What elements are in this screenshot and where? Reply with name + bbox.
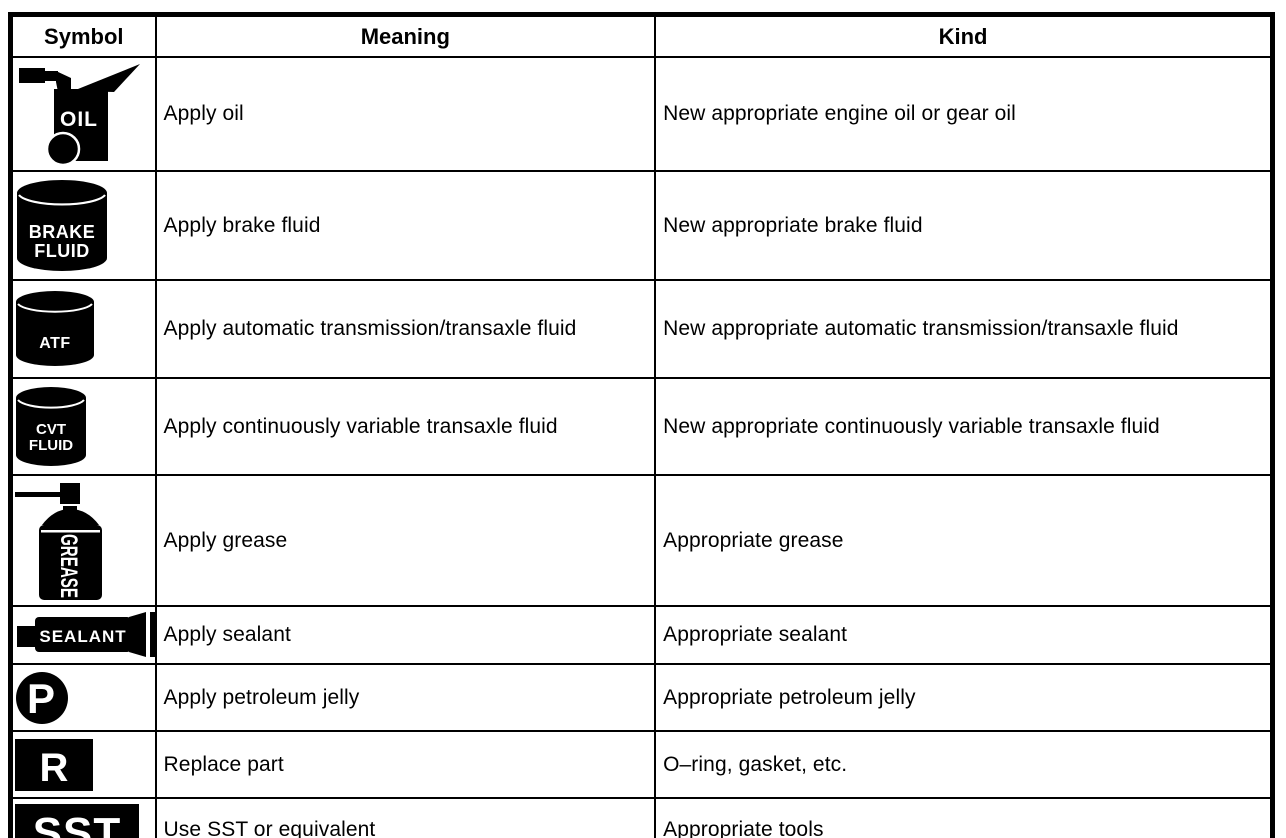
table-row-oil: OIL Apply oil New appropriate engine oil… bbox=[9, 56, 1274, 172]
icon-label: R bbox=[40, 746, 69, 790]
symbol-cell: BRAKE FLUID bbox=[9, 170, 157, 281]
table-row-replace-part: R Replace part O–ring, gasket, etc. bbox=[9, 730, 1274, 799]
col-header-symbol: Symbol bbox=[9, 13, 157, 58]
replace-part-box-icon: R bbox=[15, 738, 93, 791]
kind-cell: O–ring, gasket, etc. bbox=[654, 730, 1274, 799]
sealant-tube-icon: SEALANT bbox=[17, 612, 157, 657]
symbol-cell: P bbox=[9, 663, 157, 732]
oil-can-icon: OIL bbox=[19, 64, 140, 166]
kind-cell: New appropriate automatic transmission/t… bbox=[654, 279, 1274, 379]
meaning-cell: Apply oil bbox=[154, 56, 657, 172]
icon-label: BRAKE bbox=[29, 222, 96, 242]
brake-fluid-can-icon: BRAKE FLUID bbox=[17, 179, 107, 271]
symbol-cell: ATF bbox=[9, 279, 157, 379]
icon-label: P bbox=[27, 675, 55, 722]
kind-cell: New appropriate continuously variable tr… bbox=[654, 377, 1274, 476]
meaning-cell: Apply grease bbox=[154, 474, 657, 607]
icon-label: SEALANT bbox=[39, 627, 126, 646]
table-row-grease: GREASE Apply grease Appropriate grease bbox=[9, 474, 1274, 607]
kind-cell: Appropriate grease bbox=[654, 474, 1274, 607]
icon-label: SST bbox=[33, 809, 122, 838]
table-row-atf: ATF Apply automatic transmission/transax… bbox=[9, 279, 1274, 379]
meaning-cell: Apply petroleum jelly bbox=[154, 663, 657, 732]
table-row-brake-fluid: BRAKE FLUID Apply brake fluid New approp… bbox=[9, 170, 1274, 281]
table-row-sst: SST Use SST or equivalent Appropriate to… bbox=[9, 797, 1274, 838]
icon-label: ATF bbox=[39, 335, 70, 352]
table-row-sealant: SEALANT Apply sealant Appropriate sealan… bbox=[9, 605, 1274, 665]
header-row: Symbol Meaning Kind bbox=[9, 13, 1274, 58]
symbol-cell: SST bbox=[9, 797, 157, 838]
symbol-cell: R bbox=[9, 730, 157, 799]
kind-cell: Appropriate petroleum jelly bbox=[654, 663, 1274, 732]
icon-label: FLUID bbox=[29, 437, 73, 454]
meaning-cell: Apply automatic transmission/transaxle f… bbox=[154, 279, 657, 379]
icon-label: FLUID bbox=[34, 241, 90, 261]
col-header-meaning: Meaning bbox=[154, 13, 657, 58]
sst-box-icon: SST bbox=[15, 803, 139, 838]
icon-label: CVT bbox=[36, 421, 66, 438]
icon-label: GREASE bbox=[55, 534, 82, 598]
col-header-kind: Kind bbox=[654, 13, 1274, 58]
cvt-fluid-can-icon: CVT FLUID bbox=[16, 386, 86, 466]
meaning-cell: Apply sealant bbox=[154, 605, 657, 665]
kind-cell: New appropriate brake fluid bbox=[654, 170, 1274, 281]
table-row-petroleum-jelly: P Apply petroleum jelly Appropriate petr… bbox=[9, 663, 1274, 732]
kind-cell: New appropriate engine oil or gear oil bbox=[654, 56, 1274, 172]
table-row-cvt-fluid: CVT FLUID Apply continuously variable tr… bbox=[9, 377, 1274, 476]
meaning-cell: Apply continuously variable transaxle fl… bbox=[154, 377, 657, 476]
symbol-cell: GREASE bbox=[9, 474, 157, 607]
symbol-cell: CVT FLUID bbox=[9, 377, 157, 476]
kind-cell: Appropriate tools bbox=[654, 797, 1274, 838]
meaning-cell: Apply brake fluid bbox=[154, 170, 657, 281]
meaning-cell: Replace part bbox=[154, 730, 657, 799]
grease-spray-can-icon: GREASE bbox=[15, 483, 102, 600]
symbol-cell: OIL bbox=[9, 56, 157, 172]
symbol-cell: SEALANT bbox=[9, 605, 157, 665]
atf-can-icon: ATF bbox=[16, 291, 94, 366]
meaning-cell: Use SST or equivalent bbox=[154, 797, 657, 838]
petroleum-jelly-circle-icon: P bbox=[16, 671, 68, 724]
symbol-legend-table: Symbol Meaning Kind OIL bbox=[8, 12, 1275, 838]
kind-cell: Appropriate sealant bbox=[654, 605, 1274, 665]
icon-label: OIL bbox=[60, 108, 98, 131]
